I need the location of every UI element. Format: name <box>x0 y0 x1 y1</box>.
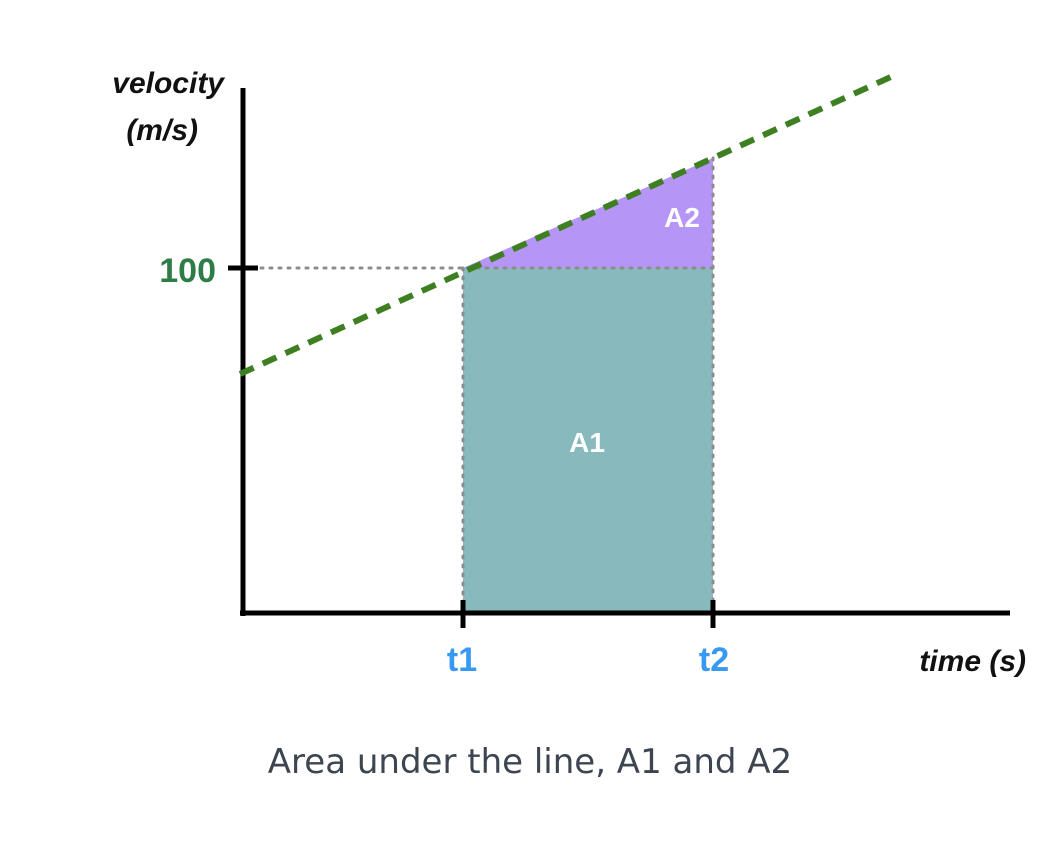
y-axis-label-line2: (m/s) <box>126 114 198 147</box>
y-axis-label-line1: velocity <box>112 67 225 100</box>
x-tick-label-t2: t2 <box>699 641 729 679</box>
velocity-line <box>238 72 897 377</box>
x-tick-label-t1: t1 <box>447 641 477 679</box>
y-tick-label-100: 100 <box>159 252 216 290</box>
x-axis-label: time (s) <box>919 645 1026 678</box>
region-a1-label: A1 <box>569 427 605 458</box>
figure-caption: Area under the line, A1 and A2 <box>267 742 793 782</box>
region-a1 <box>463 268 713 613</box>
region-a2-label: A2 <box>664 202 700 233</box>
